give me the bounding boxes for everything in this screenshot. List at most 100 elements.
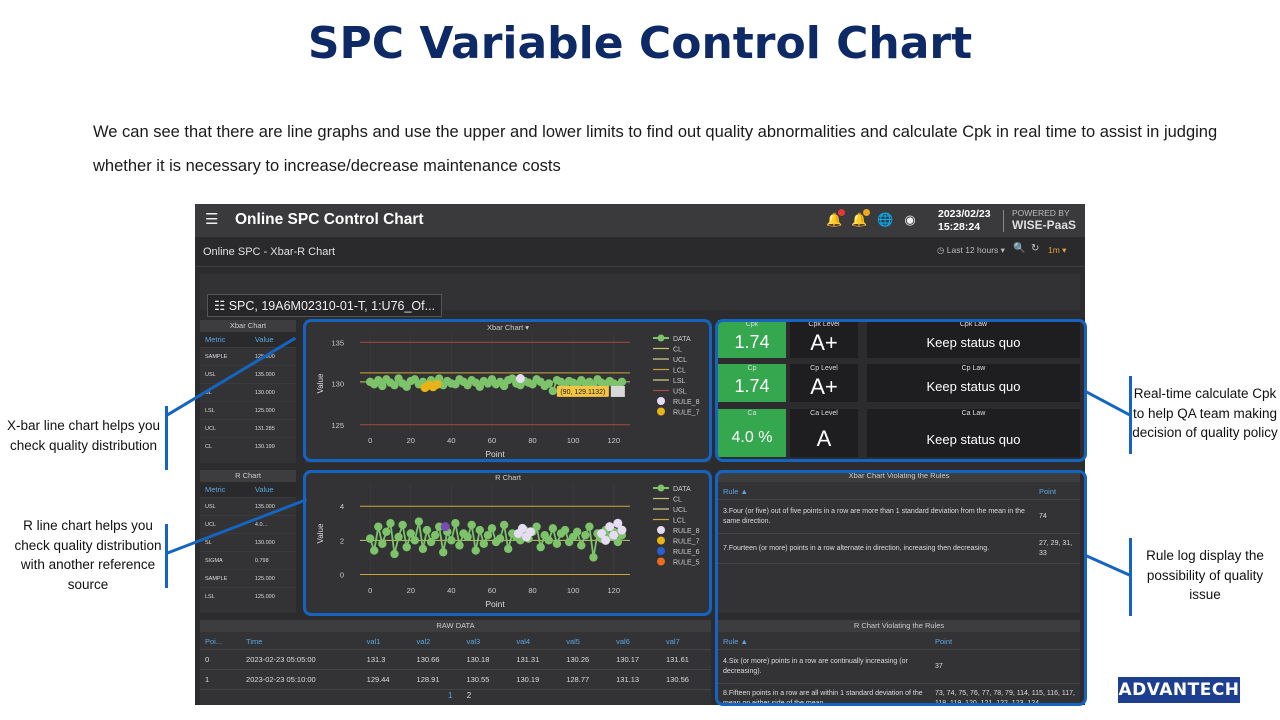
data-point xyxy=(447,536,456,545)
column-header-label: Rule xyxy=(723,637,739,646)
legend-label: DATA xyxy=(673,486,691,493)
cpk-level-label: Cpk Level xyxy=(808,321,840,328)
r-chart[interactable]: R Chart 0 20 40 60 80 100 120 0 2 4 Point Value DATA C… xyxy=(305,470,711,613)
column-header[interactable]: val6 xyxy=(611,634,661,650)
x-tick-label: 60 xyxy=(488,586,496,595)
y-axis-label: Value xyxy=(316,523,325,543)
table-cell: 135.000 xyxy=(249,497,296,516)
table-cell: 131.61 xyxy=(661,649,711,670)
y-tick-label: 0 xyxy=(340,570,344,579)
table-row: UCL 131.285 xyxy=(200,419,296,438)
data-point xyxy=(585,522,594,531)
data-point xyxy=(536,542,545,552)
table-cell: 0.798 xyxy=(249,551,296,570)
legend-label: CL xyxy=(673,497,682,504)
top-bar: ☰ Online SPC Control Chart 🔔 🔔 🌐 ◉ 2023/… xyxy=(195,204,1085,237)
time-range-picker[interactable]: ◷ Last 12 hours ▾ xyxy=(937,245,1005,255)
column-header[interactable]: val3 xyxy=(461,634,512,650)
legend-label: UCL xyxy=(673,507,687,514)
page-link[interactable]: 2 xyxy=(466,691,472,700)
table-cell: 4.0… xyxy=(249,515,296,534)
table-cell: 27, 29, 31, 33 xyxy=(1034,533,1080,564)
table-row[interactable]: 7.Fourteen (or more) points in a row alt… xyxy=(718,533,1080,564)
highlight-r xyxy=(303,470,712,616)
data-point xyxy=(394,532,403,542)
data-point xyxy=(573,527,582,536)
column-header[interactable]: val7 xyxy=(661,634,711,650)
table-row: SL 130.000 xyxy=(200,533,296,552)
table-row[interactable]: 4.Six (or more) points in a row are cont… xyxy=(718,649,1080,684)
table-cell: 2023-02-23 05:05:00 xyxy=(241,649,362,670)
legend-label: RULE_7 xyxy=(673,410,700,417)
table-cell: 125.000 xyxy=(249,587,296,606)
x-tick-label: 80 xyxy=(528,586,536,595)
table-row: UCL 4.0… xyxy=(200,515,296,534)
xbar-chart[interactable]: Xbar Chart ▾ 0 20 40 60 80 100 120 125 130 135 Poin… xyxy=(305,320,711,463)
data-point xyxy=(544,536,553,545)
data-point xyxy=(548,524,558,533)
data-point xyxy=(406,529,415,538)
column-header-rule[interactable]: Rule ▲ xyxy=(718,634,930,650)
data-point xyxy=(398,520,407,530)
data-point xyxy=(589,553,598,562)
brand: WISE-PaaS xyxy=(1012,218,1077,232)
column-header[interactable]: val2 xyxy=(411,634,462,650)
legend-label: RULE_6 xyxy=(673,549,700,556)
cpk-law-tile: Cpk Law Keep status quo xyxy=(867,320,1080,358)
legend-label: RULE_8 xyxy=(673,528,700,535)
refresh-interval[interactable]: 1m ▾ xyxy=(1048,245,1067,255)
column-header[interactable]: val5 xyxy=(561,634,612,650)
column-header[interactable]: Value xyxy=(249,482,296,498)
r-rules-title: R Chart Violating the Rules xyxy=(718,620,1080,632)
column-header[interactable]: Point xyxy=(1034,484,1080,500)
data-point xyxy=(544,379,553,388)
column-header-rule[interactable]: Rule ▲ xyxy=(718,484,1034,500)
pagination: 1 2 xyxy=(448,691,471,700)
callout-bracket xyxy=(165,524,168,588)
column-header[interactable]: Point xyxy=(930,634,1080,650)
dashboard-title: Online SPC - Xbar-R Chart xyxy=(203,246,336,258)
column-header[interactable]: Metric xyxy=(200,332,250,348)
data-point xyxy=(402,542,411,552)
data-point xyxy=(581,531,590,540)
column-header[interactable]: Time xyxy=(241,634,362,650)
bell-icon[interactable]: 🔔 xyxy=(826,209,845,228)
data-point xyxy=(613,537,623,547)
sort-asc-icon[interactable]: ▲ xyxy=(740,487,748,496)
table-cell: SAMPLE xyxy=(200,347,250,366)
zoom-out-icon[interactable]: 🔍 xyxy=(1013,243,1026,254)
table-cell: 128.91 xyxy=(411,669,462,690)
column-header[interactable]: Metric xyxy=(200,482,250,498)
refresh-icon[interactable]: ↻ xyxy=(1031,243,1040,254)
cpk-law-value: Keep status quo xyxy=(926,335,1021,350)
bell-icon[interactable]: 🔔 xyxy=(851,209,870,228)
ca-level-value: A xyxy=(816,426,832,451)
advantech-logo: ADVANTECH xyxy=(1118,677,1240,703)
column-header[interactable]: Poi... xyxy=(200,634,242,650)
table-cell: UCL xyxy=(200,515,250,534)
data-point xyxy=(378,539,387,548)
cpk-law-label: Cpk Law xyxy=(959,321,988,328)
data-point xyxy=(601,535,611,545)
globe-icon[interactable]: 🌐 xyxy=(877,212,894,227)
device-selector[interactable]: ☷ SPC, 19A6M02310-01-T, 1:U76_Of... xyxy=(207,294,443,317)
callout-bracket xyxy=(165,406,168,470)
menu-icon[interactable]: ☰ xyxy=(205,211,219,228)
column-header[interactable]: val1 xyxy=(361,634,412,650)
table-cell: 130.18 xyxy=(461,649,512,670)
user-icon[interactable]: ◉ xyxy=(904,212,916,227)
table-row[interactable]: 3.Four (or five) out of five points in a… xyxy=(718,499,1080,534)
highlight-rules xyxy=(715,470,1087,706)
x-tick-label: 60 xyxy=(488,436,496,445)
data-point xyxy=(552,539,562,548)
table-row[interactable]: 8.Fifteen points in a row are all within… xyxy=(718,683,1080,705)
column-header[interactable]: val4 xyxy=(511,634,562,650)
data-point xyxy=(418,544,428,554)
table-cell: 125.000 xyxy=(249,401,296,420)
sort-asc-icon[interactable]: ▲ xyxy=(740,637,748,646)
table-cell: 131.13 xyxy=(611,669,661,690)
table-row: LSL 125.000 xyxy=(200,401,296,420)
page-link[interactable]: 1 xyxy=(448,691,453,700)
table-cell: 125.000 xyxy=(249,569,296,588)
